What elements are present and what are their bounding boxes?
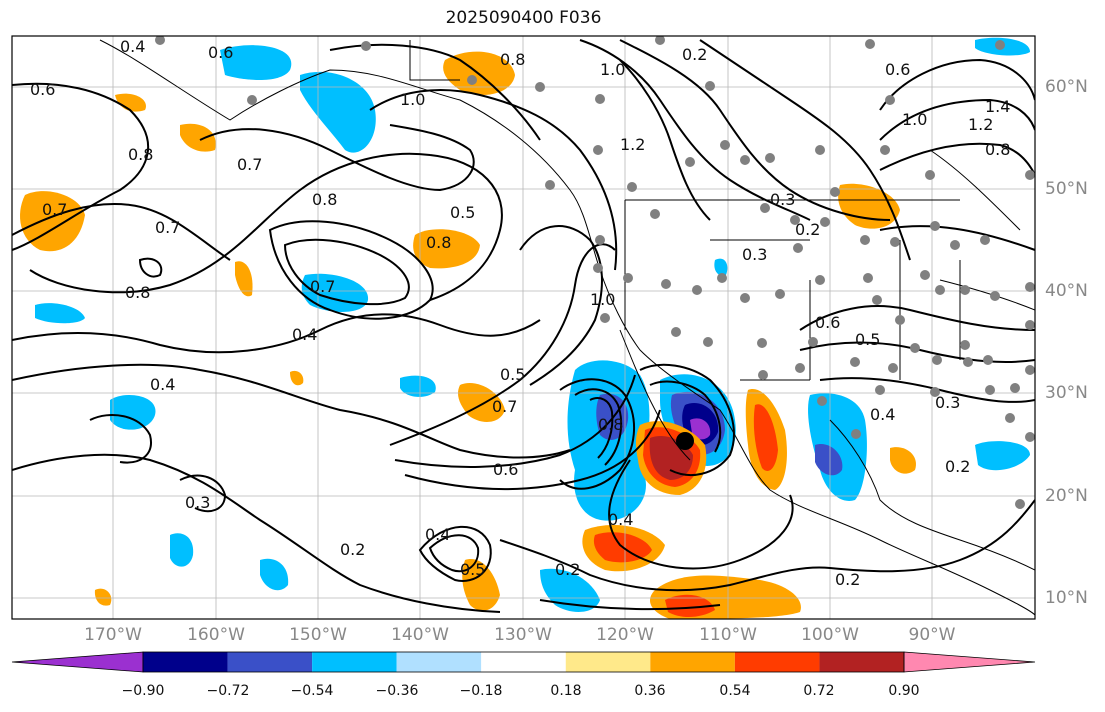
map-area: 0.4 0.6 0.8 0.6 0.7 0.8 0.7 0.8 0.5 0.8 … (12, 36, 1035, 619)
colorbar-tick-label: 0.72 (803, 683, 835, 699)
storm-center-marker (676, 432, 694, 450)
contour-label: 0.2 (795, 220, 820, 239)
contour-label: 0.4 (292, 325, 317, 344)
contour-label: 0.2 (835, 570, 860, 589)
contour-label: 0.5 (855, 330, 880, 349)
contour-label: 0.5 (450, 203, 475, 222)
contour-label: 0.3 (770, 190, 795, 209)
colorbar (11, 651, 1036, 673)
lon-label: 120°W (596, 625, 654, 645)
contour-label: 0.8 (312, 190, 337, 209)
colorbar-tick-label: −0.90 (121, 683, 165, 699)
colorbar-tick-label: 0.36 (634, 683, 666, 699)
contour-label: 0.6 (208, 43, 233, 62)
colorbar-segment (734, 652, 820, 672)
coastlines (99, 39, 1035, 616)
contour-label: 1.2 (620, 135, 645, 154)
contour-label: 1.0 (590, 290, 615, 309)
lat-label: 30°N (1045, 383, 1088, 403)
contour-label: 0.7 (237, 155, 262, 174)
colorbar-tick-label: −0.36 (375, 683, 419, 699)
colorbar-segment (481, 652, 566, 672)
contour-label: 0.6 (30, 80, 55, 99)
contour-label: 0.3 (935, 393, 960, 412)
lat-label: 40°N (1045, 281, 1088, 301)
contour-label: 0.6 (815, 313, 840, 332)
lat-label: 20°N (1045, 486, 1088, 506)
contour-label: 1.0 (400, 90, 425, 109)
colorbar-tick-label: −0.18 (459, 683, 503, 699)
contour-label: 0.4 (870, 405, 895, 424)
lon-label: 140°W (391, 625, 449, 645)
colorbar-tick-label: −0.54 (290, 683, 334, 699)
lon-label: 160°W (187, 625, 245, 645)
contour-label: 0.7 (155, 218, 180, 237)
colorbar-segment (565, 652, 651, 672)
lat-label: 10°N (1045, 588, 1088, 608)
contour-label: 0.4 (120, 37, 145, 56)
contour-label: 1.0 (902, 110, 927, 129)
colorbar-tick-label: −0.72 (206, 683, 250, 699)
station-markers (155, 36, 1035, 509)
contour-label: 0.3 (742, 245, 767, 264)
colorbar-segment (227, 652, 313, 672)
graticule (12, 36, 1035, 619)
colorbar-segment (650, 652, 735, 672)
contour-label: 0.7 (310, 277, 335, 296)
contours (12, 39, 1035, 613)
contour-label: 0.8 (985, 140, 1010, 159)
contour-label: 0.4 (425, 525, 450, 544)
contour-label: 0.8 (598, 415, 623, 434)
contour-label: 0.6 (493, 460, 518, 479)
contour-label: 0.2 (340, 540, 365, 559)
contour-label: 0.4 (608, 510, 633, 529)
lon-label: 130°W (494, 625, 552, 645)
lon-label: 110°W (699, 625, 757, 645)
colorbar-tick-label: 0.18 (550, 683, 582, 699)
colorbar-segment (312, 652, 397, 672)
lon-label: 90°W (908, 625, 956, 645)
contour-label: 1.0 (600, 60, 625, 79)
colorbar-segment (143, 652, 228, 672)
contour-label: 0.2 (682, 45, 707, 64)
contour-label: 0.7 (492, 397, 517, 416)
contour-label: 1.4 (985, 97, 1010, 116)
contour-label: 0.8 (426, 233, 451, 252)
contour-label: 0.5 (500, 365, 525, 384)
contour-label: 1.2 (968, 115, 993, 134)
contour-label: 0.8 (500, 50, 525, 69)
lon-label: 150°W (289, 625, 347, 645)
map-frame (11, 35, 1036, 620)
contour-label: 0.2 (555, 560, 580, 579)
lon-label: 170°W (84, 625, 142, 645)
map-title: 2025090400 F036 (445, 8, 602, 28)
contour-labels: 0.4 0.6 0.8 0.6 0.7 0.8 0.7 0.8 0.5 0.8 … (30, 37, 1010, 589)
contour-label: 0.5 (460, 560, 485, 579)
contour-label: 0.7 (42, 200, 67, 219)
lat-label: 50°N (1045, 179, 1088, 199)
contour-label: 0.2 (945, 457, 970, 476)
contour-label: 0.6 (885, 60, 910, 79)
contour-label: 0.4 (150, 375, 175, 394)
contour-label: 0.8 (128, 145, 153, 164)
colorbar-tick-label: 0.54 (719, 683, 751, 699)
contour-label: 0.3 (185, 493, 210, 512)
contour-label: 0.8 (125, 283, 150, 302)
colorbar-segment (396, 652, 482, 672)
lat-label: 60°N (1045, 77, 1088, 97)
lon-label: 100°W (801, 625, 859, 645)
colorbar-frame (142, 651, 905, 673)
colorbar-tick-label: 0.90 (888, 683, 920, 699)
colorbar-min-extend (11, 651, 144, 673)
colorbar-max-extend (903, 651, 1036, 673)
colorbar-segment (819, 652, 904, 672)
